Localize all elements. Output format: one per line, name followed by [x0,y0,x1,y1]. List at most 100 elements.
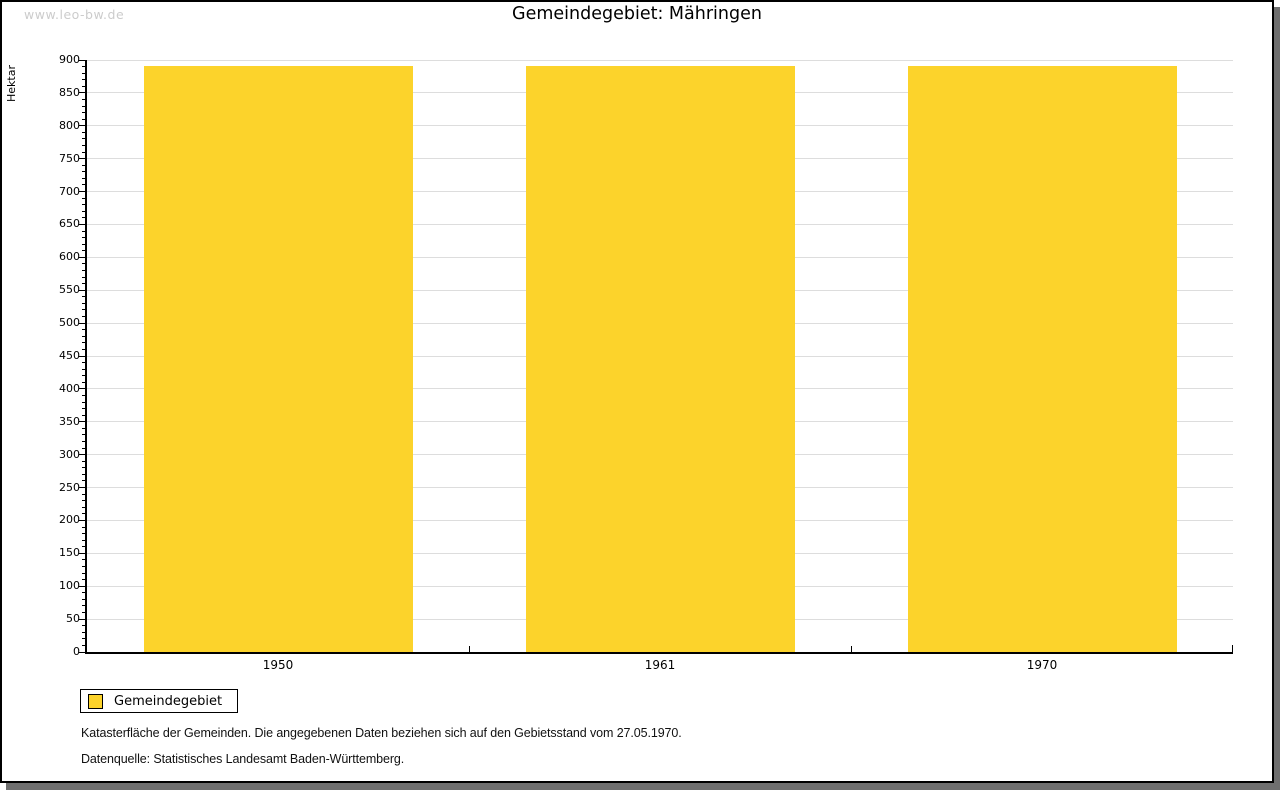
y-tick-label: 300 [59,447,80,461]
y-axis-title: Hektar [5,65,18,102]
x-tick-label: 1961 [644,658,676,672]
y-tick-label: 900 [59,53,80,66]
bar-1961 [526,65,795,652]
y-tick-minor [82,79,85,81]
chart-title: Gemeindegebiet: Mähringen [512,4,762,24]
y-tick-minor [82,592,85,594]
plot-area: 1950 1961 1970 [79,59,1233,672]
y-tick-minor [82,276,85,278]
y-tick-minor [82,414,85,416]
x-tick-label: 1970 [1026,658,1058,672]
y-tick-label: 850 [59,85,80,99]
y-tick-minor [82,131,85,133]
y-tick-minor [82,638,85,640]
x-tick-boundary [469,646,470,652]
y-tick-minor [82,184,85,186]
y-tick-label: 500 [59,316,80,330]
y-tick-minor [82,171,85,173]
y-tick-major [79,322,85,324]
y-tick-label: 800 [59,118,80,132]
gridline [87,59,1233,61]
y-tick-label: 600 [59,250,80,264]
y-tick-major [79,59,85,61]
y-tick-minor [82,243,85,245]
y-tick-minor [82,625,85,627]
y-tick-minor [82,118,85,120]
y-tick-minor [82,197,85,199]
y-tick-minor [82,408,85,410]
y-tick-major [79,191,85,193]
y-tick-label: 250 [59,480,80,494]
y-tick-minor [82,375,85,377]
y-tick-minor [82,394,85,396]
y-tick-major [79,421,85,423]
x-tick-boundary [851,646,852,652]
y-tick-minor [82,447,85,449]
y-tick-major [79,585,85,587]
y-tick-minor [82,493,85,495]
y-tick-major [79,125,85,127]
y-tick-minor [82,263,85,265]
bar-1970 [908,65,1177,652]
y-tick-minor [82,204,85,206]
y-tick-minor [82,368,85,370]
y-tick-minor [82,559,85,561]
y-tick-label: 350 [59,414,80,428]
y-tick-minor [82,316,85,318]
y-axis-tick-labels: 0 50 100 150 200 250 300 350 400 450 500 550 600 650 7… [40,53,80,658]
y-tick-minor [82,381,85,383]
legend-label: Gemeindegebiet [114,693,223,709]
y-tick-major [79,256,85,258]
y-tick-label: 200 [59,513,80,527]
y-tick-major [79,454,85,456]
y-tick-minor [82,335,85,337]
y-tick-minor [82,230,85,232]
y-tick-minor [82,598,85,600]
y-tick-minor [82,283,85,285]
y-tick-minor [82,572,85,574]
y-tick-minor [82,164,85,166]
y-tick-minor [82,237,85,239]
y-tick-minor [82,329,85,331]
y-tick-minor [82,401,85,403]
y-tick-minor [82,480,85,482]
y-tick-label: 50 [66,612,80,626]
y-tick-label: 550 [59,283,80,297]
legend-swatch-icon [88,693,103,709]
y-tick-minor [82,362,85,364]
y-tick-minor [82,177,85,179]
y-tick-minor [82,605,85,607]
y-tick-minor [82,145,85,147]
y-tick-major [79,355,85,357]
y-tick-major [79,223,85,225]
y-tick-minor [82,566,85,567]
x-tick-label: 1950 [262,658,294,672]
y-tick-label: 700 [59,184,80,198]
y-tick-major [79,651,85,653]
y-tick-major [79,388,85,390]
y-tick-major [79,289,85,291]
y-tick-minor [82,270,85,271]
y-tick-minor [82,296,85,298]
y-tick-minor [82,460,85,462]
y-tick-minor [82,151,85,153]
y-tick-minor [82,138,85,140]
y-tick-major [79,158,85,160]
y-tick-label: 150 [59,546,80,560]
y-tick-major [79,487,85,489]
y-tick-minor [82,546,85,548]
y-tick-minor [82,500,85,502]
y-tick-label: 100 [59,579,80,593]
y-tick-label: 400 [59,381,80,395]
y-tick-minor [82,72,85,74]
y-tick-minor [82,513,85,515]
y-tick-minor [82,441,85,443]
y-tick-minor [82,644,85,646]
y-tick-minor [82,302,85,304]
y-tick-label: 650 [59,217,80,231]
y-tick-minor [82,427,85,429]
y-tick-minor [82,539,85,541]
legend-box: Gemeindegebiet [80,689,239,713]
y-tick-minor [82,348,85,350]
